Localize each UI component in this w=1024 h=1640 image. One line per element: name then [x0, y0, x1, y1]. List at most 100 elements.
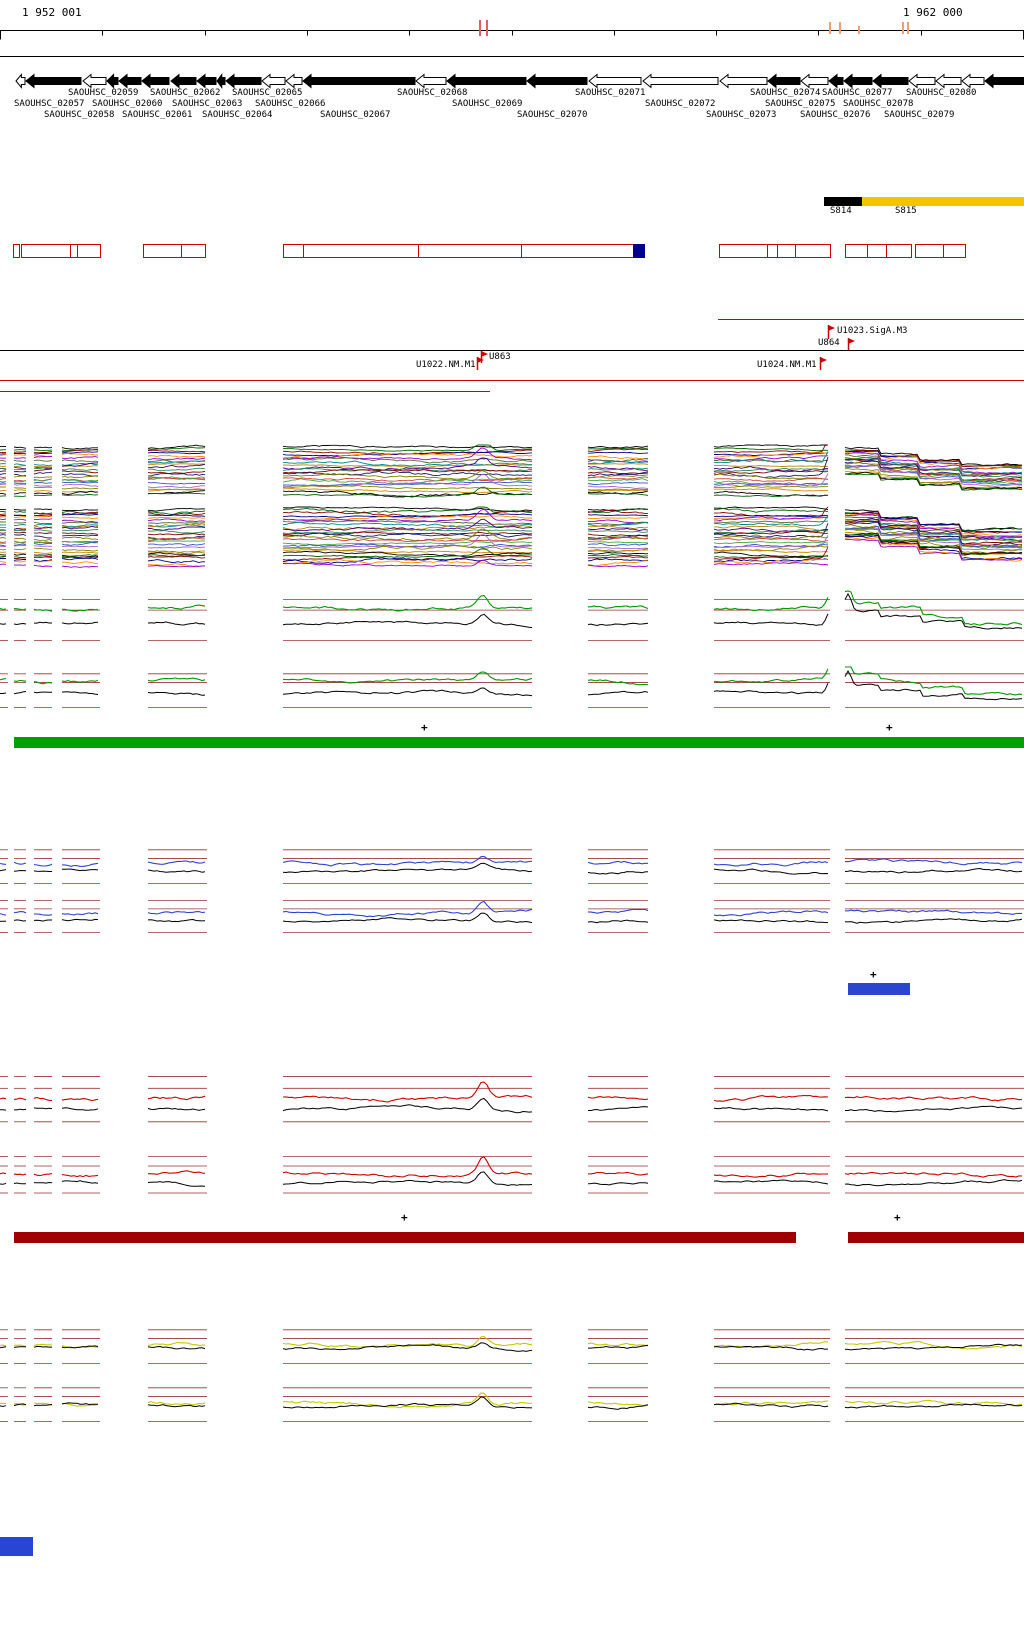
signal-line [33, 1096, 53, 1101]
annotation-segment[interactable] [21, 244, 101, 258]
gene-arrow[interactable] [800, 73, 829, 89]
signal-line [13, 509, 27, 511]
signal-line [0, 548, 7, 551]
signal-line [282, 862, 533, 874]
segment-terminator[interactable] [633, 244, 645, 258]
signal-line [713, 482, 829, 486]
signal-line [61, 551, 99, 554]
gene-label: SAOUHSC_02075 [765, 99, 836, 109]
gene-arrow[interactable] [170, 73, 197, 89]
signal-line [13, 489, 27, 491]
annotation-segment[interactable] [719, 244, 831, 258]
signal-line [14, 468, 27, 471]
signal-line [33, 471, 53, 475]
signal-line [13, 1182, 26, 1185]
gene-arrow[interactable] [25, 73, 82, 89]
signal-line [713, 464, 829, 468]
signal-line [13, 1097, 27, 1101]
signal-line [0, 454, 7, 457]
gene-arrow[interactable] [908, 73, 936, 89]
annotation-segment[interactable] [915, 244, 966, 258]
signal-line [0, 470, 7, 473]
all-libraries-bar[interactable] [14, 737, 1024, 748]
gene-arrow[interactable] [843, 73, 873, 89]
annotation-segment[interactable] [845, 244, 912, 258]
annotation-flag-pennant [848, 338, 855, 344]
gene-arrow[interactable] [302, 73, 416, 89]
gene-arrow[interactable] [225, 73, 262, 89]
signal-line [588, 547, 649, 549]
signal-line [0, 537, 7, 539]
signal-line [713, 549, 829, 553]
signal-line [587, 445, 649, 449]
annotation-segment[interactable] [13, 244, 20, 258]
annotation-segment[interactable] [283, 244, 634, 258]
signal-line [0, 862, 7, 865]
signal-line [0, 677, 7, 681]
blue-library-bar[interactable] [848, 983, 910, 995]
signal-line [713, 861, 829, 867]
red-library-bar[interactable] [14, 1232, 796, 1243]
signal-line [0, 692, 7, 694]
gene-label: SAOUHSC_02069 [452, 99, 523, 109]
gene-arrow[interactable] [642, 73, 719, 89]
signal-line [13, 911, 27, 914]
signal-line [13, 528, 27, 531]
signal-line [713, 470, 829, 474]
signal-line [282, 559, 533, 567]
gene-arrow[interactable] [872, 73, 909, 89]
signal-line [713, 452, 829, 458]
annotation-flag-pennant [481, 351, 488, 357]
signal-line [587, 530, 649, 533]
signal-line [713, 467, 829, 472]
signal-line [587, 554, 649, 557]
gene-arrow[interactable] [446, 73, 527, 89]
red-library-bar[interactable] [848, 1232, 1024, 1243]
signal-line [0, 480, 7, 483]
signal-line [13, 463, 27, 466]
gene-arrow[interactable] [82, 73, 107, 89]
signal-line [147, 918, 206, 923]
gene-arrow[interactable] [935, 73, 962, 89]
signal-line [33, 490, 53, 492]
signal-line [14, 1108, 27, 1111]
signal-line [33, 863, 53, 867]
annotation-segment[interactable] [143, 244, 206, 258]
gene-arrow[interactable] [961, 73, 985, 89]
signal-line [33, 608, 53, 612]
gene-arrow[interactable] [261, 73, 286, 89]
gene-arrow[interactable] [588, 73, 642, 89]
gene-label: SAOUHSC_02057 [14, 99, 85, 109]
signal-line [588, 1344, 649, 1349]
signal-line [587, 514, 649, 517]
signal-line [713, 597, 829, 612]
s814-segment[interactable] [824, 197, 862, 206]
gene-arrow[interactable] [719, 73, 768, 89]
signal-line [282, 464, 533, 469]
signal-line [844, 528, 1023, 551]
s815-segment[interactable] [862, 197, 1024, 206]
gene-arrow[interactable] [141, 73, 170, 89]
gene-arrow[interactable] [106, 73, 119, 89]
gene-arrow[interactable] [15, 73, 26, 89]
signal-line [33, 539, 53, 541]
signal-line [844, 459, 1023, 483]
gene-arrow[interactable] [984, 73, 1024, 89]
signal-line [147, 869, 206, 873]
gene-arrow[interactable] [118, 73, 142, 89]
annotation-flag-pennant [477, 357, 484, 363]
gene-arrow[interactable] [285, 73, 303, 89]
gene-arrow[interactable] [196, 73, 217, 89]
signal-line [713, 668, 829, 683]
signal-line [0, 541, 7, 543]
signal-line [588, 1106, 649, 1111]
gene-arrow[interactable] [828, 73, 844, 89]
gene-arrow[interactable] [415, 73, 447, 89]
signal-line [61, 525, 99, 530]
gene-arrow[interactable] [216, 72, 226, 90]
gene-arrow[interactable] [767, 73, 801, 89]
signal-line [282, 444, 533, 449]
signal-line [33, 452, 53, 455]
bottom-left-marker[interactable] [0, 1537, 33, 1556]
gene-arrow[interactable] [526, 73, 588, 89]
